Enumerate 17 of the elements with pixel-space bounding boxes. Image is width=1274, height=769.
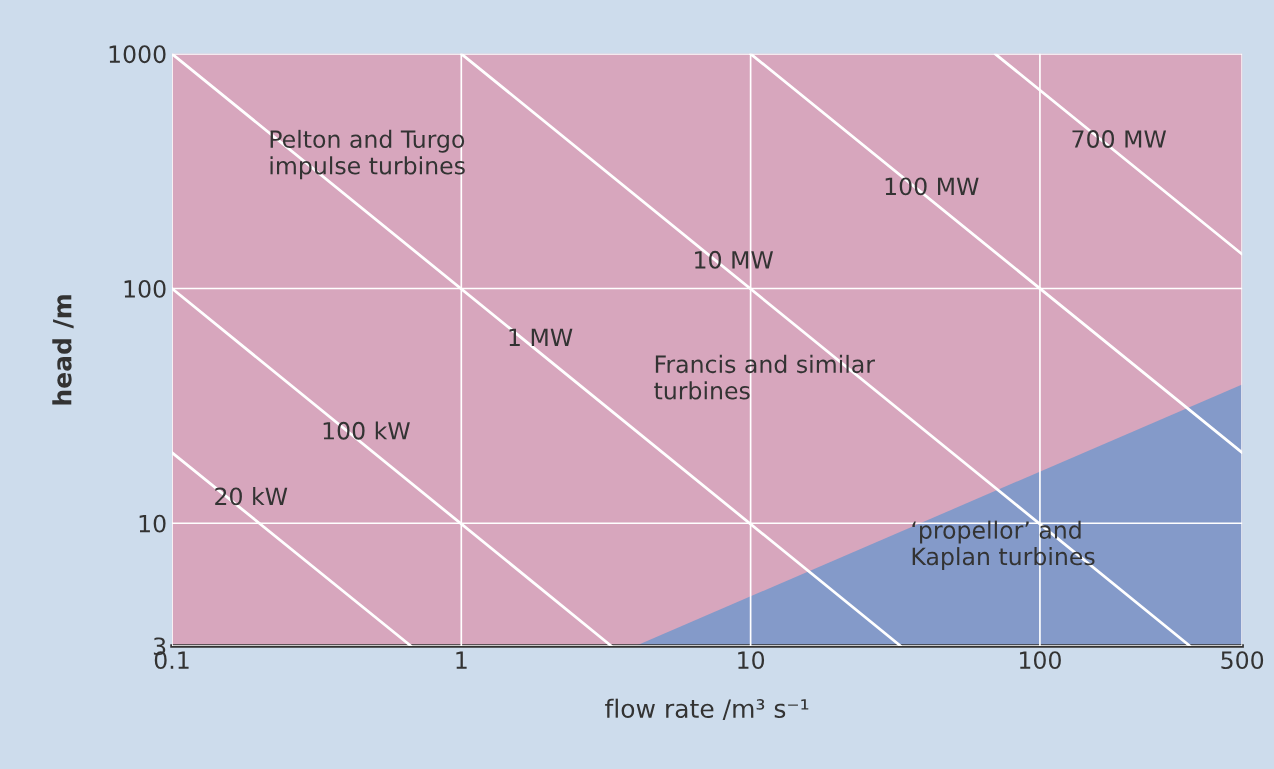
x-tick-label: 10 bbox=[738, 651, 765, 670]
y-tick-label: 10 bbox=[139, 514, 166, 533]
annotation: 20 kW bbox=[215, 487, 288, 506]
annotation: 100 kW bbox=[323, 421, 410, 440]
annotation: 10 MW bbox=[695, 250, 774, 269]
y-axis-title: head /m bbox=[52, 295, 74, 405]
x-tick-label: 500 bbox=[1221, 651, 1264, 670]
y-tick-label: 1000 bbox=[109, 45, 166, 64]
x-tick-label: 100 bbox=[1019, 651, 1061, 670]
annotation: Pelton and Turgo impulse turbines bbox=[270, 129, 465, 180]
annotation: 100 MW bbox=[885, 177, 979, 196]
x-tick-label: 1 bbox=[456, 651, 467, 669]
y-tick-label: 100 bbox=[124, 279, 166, 298]
annotation: Francis and similar turbines bbox=[654, 354, 875, 400]
annotation: 1 MW bbox=[509, 328, 573, 346]
x-axis-title: flow rate /m³ s⁻¹ bbox=[605, 698, 809, 720]
annotation: 700 MW bbox=[1072, 130, 1167, 148]
